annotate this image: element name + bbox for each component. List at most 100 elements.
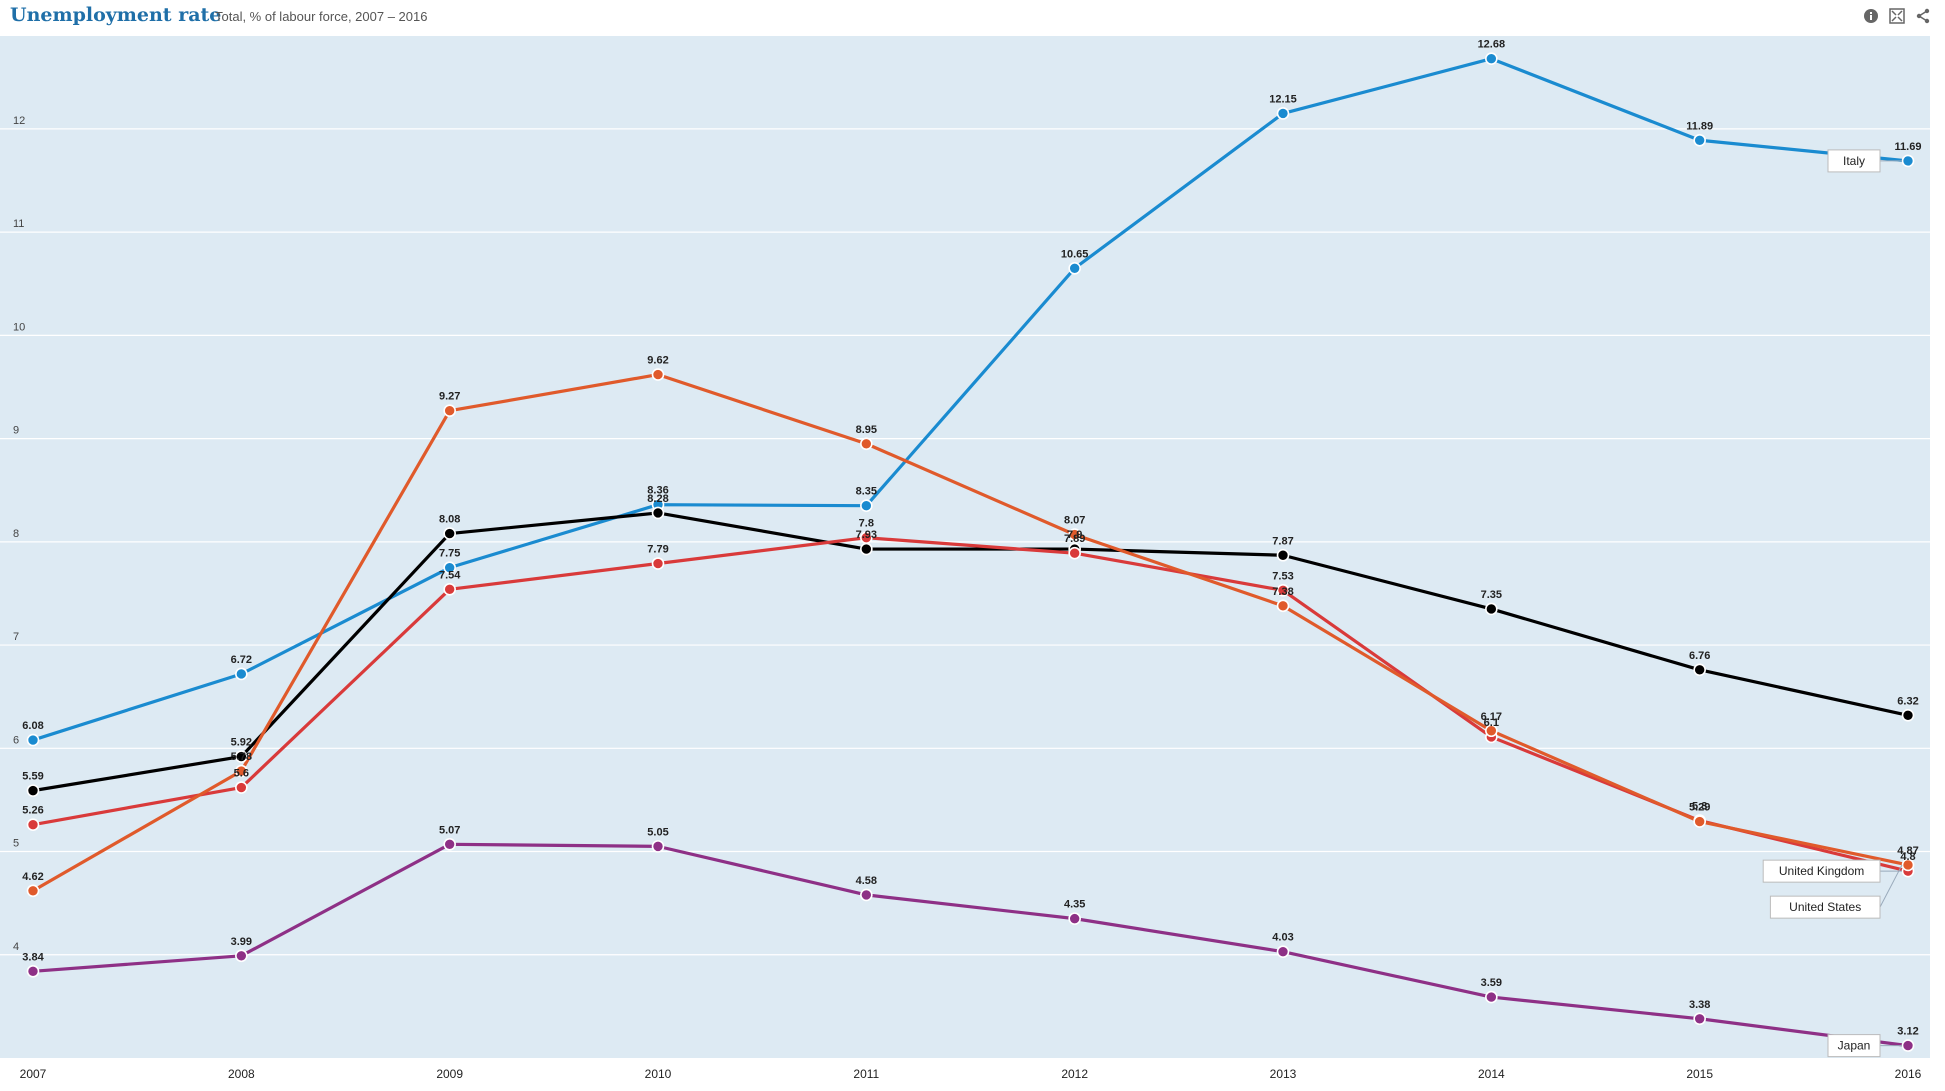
data-point <box>860 888 873 902</box>
series-line <box>32 536 1909 873</box>
data-point <box>235 750 248 763</box>
data-label: 5.05 <box>647 826 668 838</box>
x-tick-label: 2015 <box>1686 1067 1713 1081</box>
legend-label: Japan <box>1838 1039 1871 1053</box>
data-point <box>1901 858 1915 872</box>
series-line <box>32 373 1909 893</box>
data-point <box>1068 528 1081 541</box>
data-label: 8.95 <box>856 424 877 436</box>
data-point <box>26 964 40 978</box>
data-label: 5.07 <box>439 824 460 836</box>
data-label: 3.99 <box>231 936 252 948</box>
info-icon[interactable] <box>1861 6 1881 26</box>
data-label: 9.27 <box>439 391 460 403</box>
data-label: 5.6 <box>234 768 249 780</box>
legend-box <box>1769 895 1881 919</box>
data-point <box>443 838 456 851</box>
data-point <box>235 781 248 794</box>
data-point <box>26 884 40 898</box>
data-point <box>443 561 456 574</box>
data-label: 3.84 <box>22 951 44 963</box>
data-label: 9.62 <box>647 355 668 367</box>
data-point <box>1485 602 1498 616</box>
data-label: 6.1 <box>1484 717 1499 729</box>
data-label: 6.72 <box>231 654 252 666</box>
data-label: 6.08 <box>22 720 43 732</box>
data-point <box>235 667 248 681</box>
data-point <box>443 583 456 596</box>
y-tick-label: 4 <box>13 941 19 953</box>
y-tick-label: 11 <box>13 218 24 230</box>
data-label: 10.65 <box>1061 248 1089 260</box>
x-tick-label: 2010 <box>645 1067 672 1081</box>
data-label: 3.12 <box>1897 1026 1918 1038</box>
series-line <box>32 511 1909 793</box>
y-tick-label: 6 <box>13 734 19 746</box>
y-tick-label: 5 <box>13 838 19 850</box>
data-label: 7.9 <box>1067 529 1082 541</box>
data-point <box>235 764 248 778</box>
data-label: 5.59 <box>22 771 43 783</box>
data-point <box>651 840 665 853</box>
data-point <box>26 733 40 747</box>
data-label: 8.35 <box>856 486 877 498</box>
x-tick-label: 2016 <box>1895 1067 1922 1081</box>
data-point <box>1276 945 1290 958</box>
data-point <box>26 818 40 831</box>
data-label: 7.75 <box>439 548 460 560</box>
data-label: 4.35 <box>1064 899 1085 911</box>
y-tick-label: 9 <box>13 425 19 437</box>
data-point <box>1693 1012 1706 1026</box>
x-tick-label: 2012 <box>1061 1067 1088 1081</box>
data-label: 7.8 <box>859 518 874 530</box>
data-label: 6.32 <box>1897 695 1918 707</box>
data-point <box>1901 154 1915 168</box>
data-point <box>860 499 873 513</box>
fullscreen-icon[interactable] <box>1887 6 1907 26</box>
data-label: 5.26 <box>22 805 43 817</box>
data-label: 4.87 <box>1897 845 1918 857</box>
legend-box <box>1827 1034 1881 1058</box>
data-label: 4.8 <box>1900 851 1915 863</box>
data-point <box>651 506 665 520</box>
data-label: 7.53 <box>1272 570 1293 582</box>
data-label: 5.29 <box>1689 802 1710 814</box>
data-label: 12.68 <box>1478 39 1506 51</box>
data-label: 7.35 <box>1481 589 1502 601</box>
legend-box <box>1762 859 1881 883</box>
data-label: 4.03 <box>1272 932 1293 944</box>
share-icon[interactable] <box>1913 6 1933 26</box>
data-label: 3.38 <box>1689 999 1710 1011</box>
data-point <box>1276 599 1290 613</box>
data-point <box>1693 663 1706 677</box>
data-label: 11.69 <box>1895 141 1922 153</box>
data-point <box>651 368 665 381</box>
data-point <box>235 949 248 963</box>
data-point <box>651 557 665 570</box>
x-tick-label: 2008 <box>228 1067 255 1081</box>
data-point <box>860 531 873 545</box>
data-label: 7.89 <box>1064 533 1085 545</box>
x-tick-label: 2009 <box>436 1067 463 1081</box>
data-label: 8.28 <box>647 493 668 505</box>
data-label: 7.79 <box>647 544 668 556</box>
legend-label: United States <box>1789 900 1861 914</box>
data-label: 7.54 <box>439 569 461 581</box>
data-point <box>26 784 40 797</box>
data-label: 5.3 <box>1692 801 1707 813</box>
chart-title: Unemployment rate <box>10 4 222 26</box>
y-tick-label: 7 <box>13 631 19 643</box>
data-label: 11.89 <box>1686 120 1713 132</box>
data-label: 3.59 <box>1481 977 1502 989</box>
data-point <box>1485 724 1498 738</box>
data-label: 7.93 <box>856 529 877 541</box>
data-label: 7.87 <box>1272 535 1293 547</box>
data-point <box>1485 52 1498 66</box>
data-label: 6.76 <box>1689 650 1710 662</box>
legend-box <box>1827 149 1881 173</box>
x-tick-label: 2011 <box>853 1067 879 1081</box>
toolbar <box>1861 6 1933 26</box>
series-line <box>32 842 1909 1048</box>
data-label: 7.38 <box>1272 586 1293 598</box>
data-label: 12.15 <box>1269 93 1297 105</box>
